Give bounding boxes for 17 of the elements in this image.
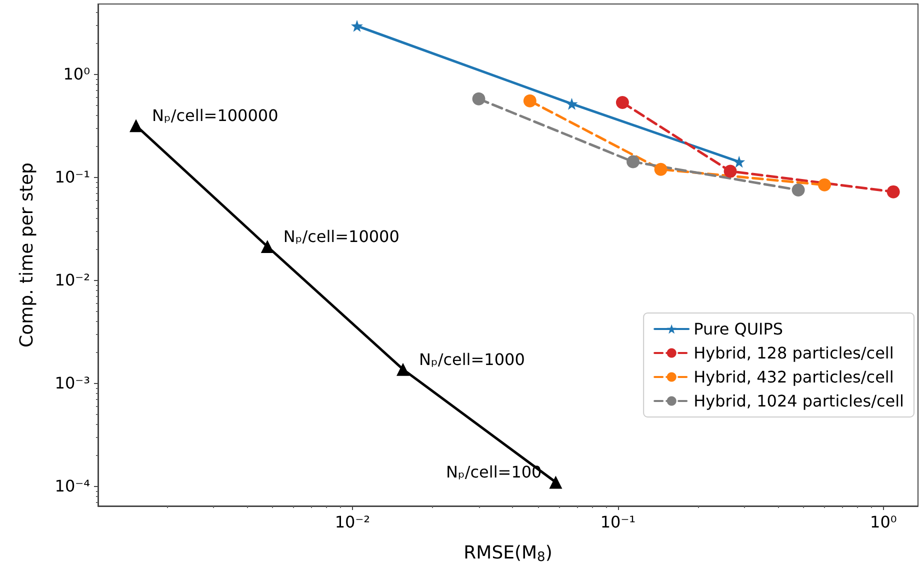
x-tick-label: 10⁻² (334, 512, 370, 532)
legend-label: Hybrid, 432 particles/cell (694, 368, 894, 386)
y-tick-label: 10⁻³ (54, 374, 90, 393)
legend-label: Hybrid, 128 particles/cell (694, 344, 894, 362)
annotation: Nₚ/cell=1000 (419, 350, 525, 369)
y-axis-title: Comp. time per step (16, 162, 38, 348)
y-tick-label: 10⁻¹ (54, 168, 90, 187)
annotation: Nₚ/cell=100000 (152, 106, 278, 126)
annotation: Nₚ/cell=100 (446, 462, 542, 482)
legend-label: Pure QUIPS (694, 320, 784, 338)
y-tick-label: 10⁻² (54, 270, 90, 290)
y-tick-label: 10⁻⁴ (54, 476, 90, 496)
x-tick-label: 10⁰ (870, 512, 897, 532)
legend-label: Hybrid, 1024 particles/cell (694, 392, 904, 410)
x-tick-label: 10⁻¹ (600, 512, 636, 532)
annotation: Nₚ/cell=10000 (283, 226, 400, 246)
y-tick-label: 10⁰ (63, 64, 90, 84)
